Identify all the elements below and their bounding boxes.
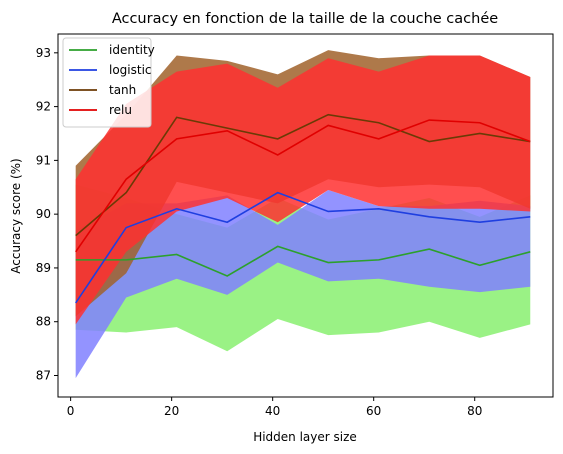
- y-axis-ticks: 87 88 89 90 91 92 93: [36, 46, 58, 383]
- x-tick-label: 20: [164, 404, 179, 418]
- y-tick-label: 91: [36, 153, 51, 167]
- legend-label-tanh: tanh: [109, 83, 136, 97]
- y-tick-label: 93: [36, 46, 51, 60]
- legend-label-identity: identity: [109, 43, 155, 57]
- y-tick-label: 92: [36, 100, 51, 114]
- y-tick-label: 90: [36, 207, 51, 221]
- y-tick-label: 87: [36, 368, 51, 382]
- legend-label-logistic: logistic: [109, 63, 152, 77]
- x-tick-label: 60: [366, 404, 381, 418]
- legend: identity logistic tanh relu: [63, 38, 155, 127]
- x-axis-ticks: 0 20 40 60 80: [67, 397, 483, 418]
- x-tick-label: 0: [67, 404, 75, 418]
- chart-title: Accuracy en fonction de la taille de la …: [112, 11, 498, 27]
- y-tick-label: 89: [36, 261, 51, 275]
- x-tick-label: 40: [265, 404, 280, 418]
- legend-label-relu: relu: [109, 103, 132, 117]
- x-tick-label: 80: [467, 404, 482, 418]
- y-axis-label: Accuracy score (%): [9, 158, 23, 273]
- x-axis-label: Hidden layer size: [253, 430, 357, 444]
- y-tick-label: 88: [36, 315, 51, 329]
